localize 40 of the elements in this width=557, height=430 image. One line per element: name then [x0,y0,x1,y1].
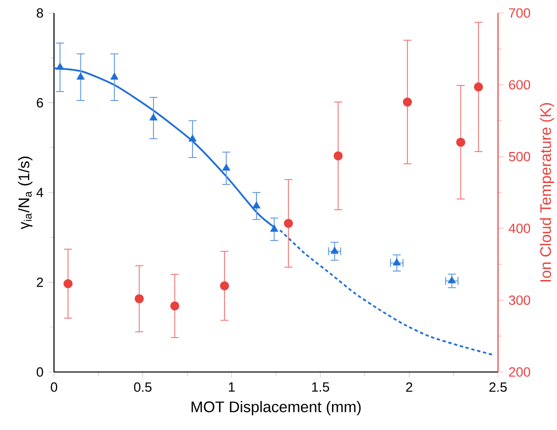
y-tick-label: 0 [36,367,44,377]
point [330,246,339,254]
point [448,276,456,284]
y-tick-label: 6 [36,98,44,108]
y2-tick-label: 300 [508,295,530,305]
point [402,97,412,107]
point [474,82,483,92]
point [134,294,144,304]
point [252,201,260,208]
x-tick-label: 0 [50,382,58,392]
point [149,113,158,120]
y2-axis-title: Ion Cloud Temperature (K) [540,103,554,282]
point [56,62,64,70]
point [76,72,85,80]
y2-tick-label: 400 [508,224,530,234]
y2-tick-label: 700 [509,8,530,18]
point [188,134,196,142]
point [392,258,401,266]
point [334,151,343,160]
y-tick-label: 8 [36,8,44,18]
y-axis-title: γ$_{ia}$/N$_{a}$ (1/s) [18,156,32,230]
y-tick-label: 2 [36,278,43,287]
y-tick-label: 4 [36,188,44,198]
x-tick-label: 1.5 [312,382,330,392]
point [270,224,278,232]
point [220,281,230,290]
point [284,218,293,228]
x-tick-label: 2.5 [489,382,507,392]
y2-tick-label: 200 [509,367,530,377]
x-axis-title: MOT Displacement (mm) [192,401,361,416]
y2-tick-label: 500 [508,152,530,162]
point [170,301,180,310]
point [222,164,230,171]
x-tick-label: 1 [228,382,235,392]
y2-tick-label: 600 [509,80,530,90]
point [63,279,73,288]
point [110,72,118,80]
x-tick-label: 0.5 [134,382,152,392]
x-tick-label: 2 [406,382,412,392]
point [456,138,466,147]
